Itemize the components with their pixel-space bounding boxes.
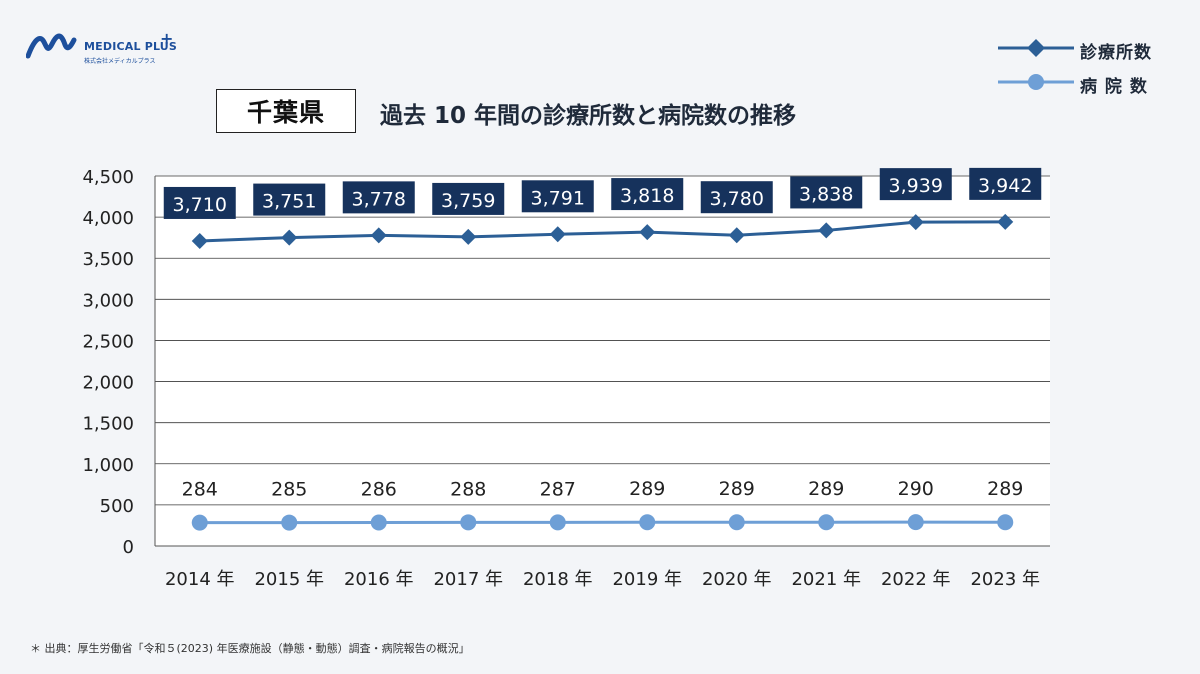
data-label-hospitals: 289 [987,478,1023,500]
legend-label-hospitals: 病 院 数 [1080,77,1148,97]
data-point-clinics [818,222,835,239]
data-label-hospitals: 289 [629,478,665,500]
data-label-box-clinics [521,180,594,213]
data-point-clinics [997,213,1014,230]
x-tick-label: 2014 年 [165,569,235,590]
series-line-clinics [199,220,1006,243]
data-label-box-clinics [432,182,505,215]
y-tick-label: 0 [123,537,134,558]
data-point-hospitals [549,514,566,531]
data-point-hospitals [281,514,298,531]
data-label-hospitals: 284 [182,479,218,501]
x-tick-label: 2019 年 [612,569,682,590]
x-tick-label: 2021 年 [791,569,861,590]
x-tick-label: 2023 年 [970,569,1040,590]
data-point-hospitals [460,514,477,531]
legend-item-hospitals: 病 院 数 [996,70,1176,97]
data-point-hospitals [191,514,208,531]
data-label-hospitals: 288 [450,478,486,500]
data-label-box-clinics [163,186,236,219]
x-tick-label: 2022 年 [881,569,951,590]
y-tick-label: 3,500 [82,249,134,270]
data-label-clinics: 3,751 [262,191,316,213]
data-label-clinics: 3,818 [620,185,674,207]
legend-item-clinics: 診療所数 [996,36,1176,63]
y-tick-label: 2,000 [82,373,134,394]
y-tick-label: 500 [100,496,134,517]
data-point-clinics [907,214,924,231]
x-tick-label: 2015 年 [254,569,324,590]
x-tick-label: 2020 年 [702,569,772,590]
data-label-clinics: 3,780 [710,188,764,210]
data-label-clinics: 3,778 [352,188,406,210]
x-tick-label: 2016 年 [344,569,414,590]
y-tick-label: 1,000 [82,455,134,476]
data-point-clinics [281,229,298,246]
x-tick-label: 2018 年 [523,569,593,590]
data-label-box-clinics [790,176,863,209]
source-note: ＊ 出典：厚生労働省「令和５(2023) 年医療施設（静態・動態）調査・病院報告… [30,642,470,655]
x-tick-label: 2017 年 [433,569,503,590]
data-point-hospitals [639,514,656,531]
data-point-clinics [191,232,208,249]
data-label-hospitals: 290 [898,478,934,500]
data-label-hospitals: 287 [540,478,576,500]
data-point-clinics [639,224,656,241]
data-point-clinics [728,227,745,244]
data-point-clinics [370,227,387,244]
data-point-hospitals [907,514,924,531]
chart-title: 過去 10 年間の診療所数と病院数の推移 [380,103,797,129]
legend: 診療所数 病 院 数 [996,36,1176,98]
data-label-box-clinics [969,167,1042,200]
data-label-box-clinics [342,181,415,214]
y-tick-label: 4,000 [82,208,134,229]
y-tick-label: 1,500 [82,414,134,435]
data-label-box-clinics [700,181,773,214]
data-label-box-clinics [879,168,952,201]
legend-label-clinics: 診療所数 [1080,43,1152,63]
region-label: 千葉県 [216,89,356,133]
data-label-clinics: 3,939 [889,175,943,197]
data-label-hospitals: 289 [808,478,844,500]
data-label-clinics: 3,759 [441,190,495,212]
data-label-clinics: 3,838 [799,183,853,205]
y-tick-label: 2,500 [82,331,134,352]
data-label-hospitals: 286 [361,478,397,500]
y-tick-label: 4,500 [82,167,134,188]
data-point-clinics [549,226,566,243]
data-point-hospitals [370,514,387,531]
data-label-clinics: 3,791 [531,187,585,209]
data-label-hospitals: 289 [719,478,755,500]
data-label-clinics: 3,942 [978,175,1032,197]
circle-marker-icon [998,74,1074,90]
brand-mark-icon [26,33,77,59]
data-point-clinics [460,228,477,245]
y-tick-label: 3,000 [82,290,134,311]
brand-plus-mark: + [160,29,174,48]
brand-subtitle: 株式会社メディカルプラス [84,58,156,65]
brand-logo: MEDICAL PLUS + 株式会社メディカルプラス [26,29,178,70]
data-point-hospitals [728,514,745,531]
data-label-hospitals: 285 [271,479,307,501]
data-label-clinics: 3,710 [173,194,227,216]
data-point-hospitals [997,514,1014,531]
brand-name: MEDICAL PLUS [84,40,178,53]
data-point-hospitals [818,514,835,531]
diamond-marker-icon [998,39,1074,57]
data-label-box-clinics [253,183,326,216]
data-label-box-clinics [611,178,684,211]
